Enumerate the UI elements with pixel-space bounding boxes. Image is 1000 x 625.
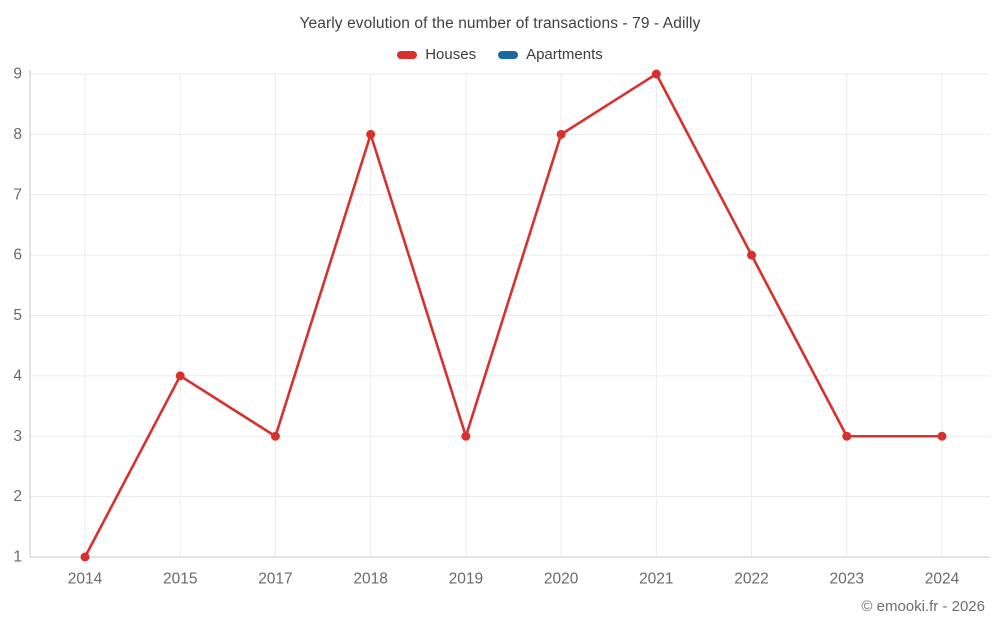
x-tick-label: 2024: [925, 571, 960, 588]
data-point-houses[interactable]: [556, 129, 566, 139]
x-tick-label: 2018: [353, 571, 387, 588]
chart-legend: Houses Apartments: [0, 46, 1000, 63]
y-tick-label: 9: [13, 66, 22, 83]
x-tick-label: 2022: [734, 571, 768, 588]
series-line-houses: [83, 72, 942, 558]
x-tick-label: 2021: [639, 571, 673, 588]
copyright-note: © emooki.fr - 2026: [861, 598, 985, 615]
legend-item-apartments[interactable]: Apartments: [498, 46, 603, 63]
x-tick-label: 2019: [449, 571, 483, 588]
data-point-houses[interactable]: [937, 431, 947, 441]
x-tick-label: 2015: [163, 571, 197, 588]
y-tick-label: 5: [13, 307, 22, 324]
y-tick-label: 7: [13, 186, 22, 203]
legend-label: Houses: [425, 46, 477, 63]
x-tick-label: 2023: [830, 571, 864, 588]
y-tick-label: 6: [13, 247, 22, 264]
data-point-houses[interactable]: [366, 129, 376, 139]
data-point-houses[interactable]: [175, 371, 185, 381]
legend-item-houses[interactable]: Houses: [397, 46, 476, 63]
data-point-houses[interactable]: [747, 250, 757, 260]
y-tick-label: 8: [13, 126, 22, 143]
data-point-houses[interactable]: [461, 431, 471, 441]
y-tick-label: 3: [13, 428, 22, 445]
x-tick-label: 2014: [68, 571, 103, 588]
y-tick-label: 1: [13, 549, 22, 566]
x-tick-label: 2020: [544, 571, 579, 588]
data-point-houses[interactable]: [651, 69, 661, 79]
chart-title: Yearly evolution of the number of transa…: [299, 15, 701, 32]
legend-swatch-icon: [397, 50, 418, 59]
data-point-houses[interactable]: [842, 431, 852, 441]
y-tick-label: 4: [13, 367, 22, 384]
legend-label: Apartments: [526, 46, 603, 63]
data-point-houses[interactable]: [80, 552, 90, 562]
x-tick-label: 2017: [258, 571, 292, 588]
y-tick-label: 2: [13, 488, 22, 505]
legend-swatch-icon: [498, 50, 519, 59]
data-point-houses[interactable]: [270, 431, 280, 441]
